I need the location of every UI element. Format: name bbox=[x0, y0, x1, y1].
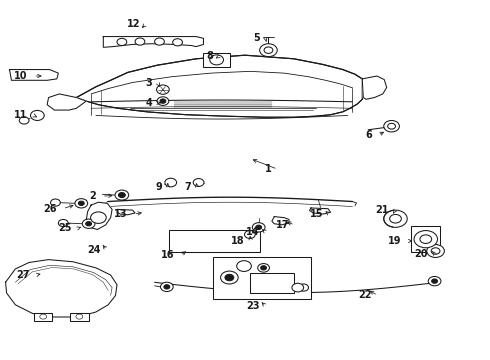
Circle shape bbox=[225, 274, 234, 281]
Circle shape bbox=[261, 266, 267, 270]
Circle shape bbox=[256, 225, 262, 229]
Polygon shape bbox=[86, 202, 112, 229]
Circle shape bbox=[115, 190, 129, 200]
Text: 17: 17 bbox=[275, 220, 289, 230]
Text: 10: 10 bbox=[14, 71, 27, 81]
Text: 2: 2 bbox=[89, 191, 96, 201]
Circle shape bbox=[157, 97, 169, 105]
Circle shape bbox=[91, 212, 106, 224]
Circle shape bbox=[432, 279, 438, 283]
Circle shape bbox=[119, 193, 125, 198]
Bar bbox=[34, 313, 52, 320]
Polygon shape bbox=[272, 217, 289, 225]
Text: 23: 23 bbox=[246, 301, 260, 311]
Bar bbox=[203, 53, 230, 67]
Circle shape bbox=[220, 271, 238, 284]
Circle shape bbox=[420, 235, 432, 243]
Circle shape bbox=[82, 219, 95, 228]
Text: 19: 19 bbox=[388, 236, 401, 246]
Text: 13: 13 bbox=[114, 209, 128, 219]
Circle shape bbox=[193, 179, 204, 186]
Text: 11: 11 bbox=[14, 111, 27, 121]
Circle shape bbox=[164, 285, 170, 289]
Text: 9: 9 bbox=[155, 182, 162, 192]
Text: 22: 22 bbox=[359, 291, 372, 301]
Text: 20: 20 bbox=[415, 248, 428, 258]
Text: 26: 26 bbox=[44, 204, 57, 214]
Circle shape bbox=[155, 38, 164, 45]
Circle shape bbox=[160, 99, 166, 103]
Circle shape bbox=[245, 230, 255, 238]
Circle shape bbox=[264, 47, 273, 53]
Circle shape bbox=[390, 215, 401, 223]
Bar bbox=[169, 230, 260, 252]
Polygon shape bbox=[362, 76, 387, 99]
Text: 7: 7 bbox=[185, 182, 191, 192]
Circle shape bbox=[414, 230, 438, 248]
Polygon shape bbox=[103, 37, 203, 47]
Text: 15: 15 bbox=[310, 209, 323, 219]
Text: 21: 21 bbox=[376, 206, 389, 216]
Text: 27: 27 bbox=[17, 270, 30, 280]
Text: 12: 12 bbox=[126, 19, 140, 29]
Circle shape bbox=[384, 210, 407, 227]
Circle shape bbox=[117, 39, 127, 45]
Circle shape bbox=[76, 314, 83, 319]
Text: 18: 18 bbox=[231, 236, 245, 246]
Circle shape bbox=[157, 85, 169, 94]
Circle shape bbox=[30, 111, 44, 121]
Circle shape bbox=[58, 220, 68, 226]
Bar bbox=[70, 313, 89, 320]
Bar bbox=[213, 257, 311, 299]
Circle shape bbox=[388, 123, 395, 129]
Circle shape bbox=[160, 282, 173, 292]
Circle shape bbox=[78, 201, 84, 206]
Circle shape bbox=[260, 44, 277, 57]
Text: 1: 1 bbox=[265, 164, 272, 174]
Polygon shape bbox=[5, 260, 117, 317]
Circle shape bbox=[19, 117, 29, 124]
Circle shape bbox=[135, 38, 145, 45]
Circle shape bbox=[40, 314, 47, 319]
Circle shape bbox=[75, 199, 88, 208]
Text: 8: 8 bbox=[206, 51, 213, 61]
Circle shape bbox=[258, 264, 270, 272]
Circle shape bbox=[427, 244, 444, 257]
Text: 14: 14 bbox=[246, 227, 260, 237]
Polygon shape bbox=[76, 55, 362, 117]
Polygon shape bbox=[310, 208, 331, 214]
Bar bbox=[411, 226, 441, 252]
Circle shape bbox=[50, 199, 60, 206]
Circle shape bbox=[86, 222, 92, 226]
Circle shape bbox=[292, 283, 304, 292]
Circle shape bbox=[384, 121, 399, 132]
Circle shape bbox=[252, 223, 265, 232]
Circle shape bbox=[210, 55, 223, 65]
Circle shape bbox=[431, 248, 440, 254]
Polygon shape bbox=[117, 210, 135, 215]
Circle shape bbox=[299, 284, 309, 291]
Circle shape bbox=[172, 39, 182, 46]
Text: 4: 4 bbox=[146, 98, 152, 108]
Circle shape bbox=[237, 261, 251, 271]
Text: 3: 3 bbox=[146, 78, 152, 88]
Text: 24: 24 bbox=[87, 245, 101, 255]
Circle shape bbox=[165, 178, 176, 187]
Text: 5: 5 bbox=[253, 33, 260, 43]
Text: 16: 16 bbox=[161, 250, 174, 260]
Polygon shape bbox=[9, 69, 58, 80]
Text: 25: 25 bbox=[58, 224, 72, 233]
Polygon shape bbox=[47, 94, 86, 110]
Circle shape bbox=[428, 276, 441, 286]
Text: 6: 6 bbox=[365, 130, 372, 140]
Bar bbox=[250, 273, 294, 293]
